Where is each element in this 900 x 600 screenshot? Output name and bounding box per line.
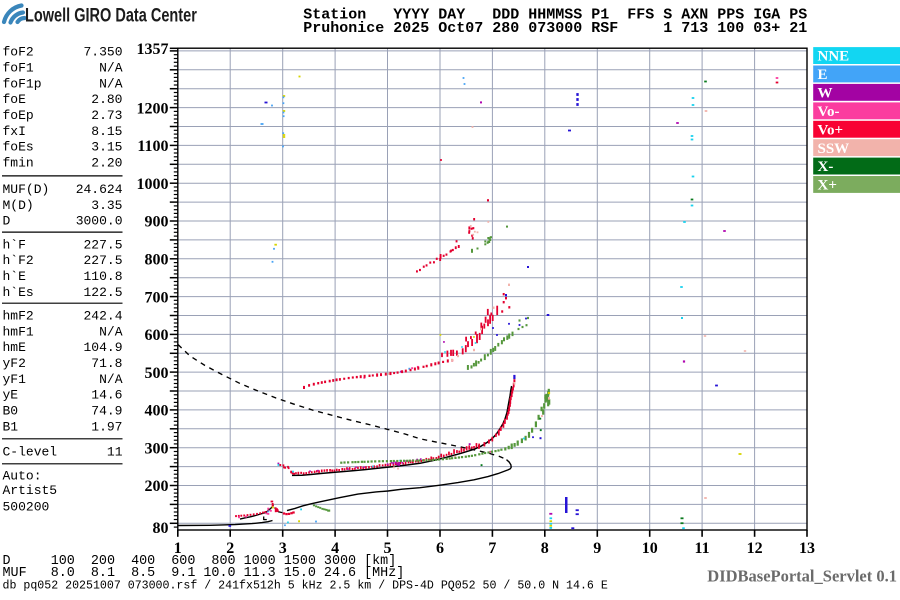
svg-text:3: 3 [279, 540, 287, 557]
svg-text:110.8: 110.8 [83, 269, 122, 284]
svg-text:800: 800 [145, 252, 169, 269]
svg-text:10: 10 [642, 540, 658, 557]
svg-text:yE: yE [3, 388, 19, 403]
svg-text:h`F: h`F [3, 237, 26, 252]
svg-text:3000.0: 3000.0 [76, 214, 123, 229]
svg-text:700: 700 [145, 289, 169, 306]
svg-text:71.8: 71.8 [91, 356, 122, 371]
svg-text:B1: B1 [3, 419, 19, 434]
svg-text:1: 1 [174, 540, 182, 557]
svg-text:h`Es: h`Es [3, 285, 34, 300]
svg-text:1200: 1200 [137, 100, 169, 117]
svg-text:600: 600 [145, 327, 169, 344]
svg-text:12: 12 [747, 540, 763, 557]
svg-text:N/A: N/A [99, 76, 123, 91]
svg-text:500: 500 [145, 365, 169, 382]
svg-text:5: 5 [384, 540, 392, 557]
svg-text:h`F2: h`F2 [3, 253, 34, 268]
svg-text:3.15: 3.15 [91, 140, 122, 155]
svg-text:DIDBasePortal_Servlet 0.1: DIDBasePortal_Servlet 0.1 [707, 567, 897, 586]
svg-text:900: 900 [145, 214, 169, 231]
svg-text:8: 8 [541, 540, 549, 557]
svg-text:N/A: N/A [99, 60, 123, 75]
svg-text:104.9: 104.9 [83, 340, 122, 355]
svg-text:SSW: SSW [818, 141, 850, 157]
svg-text:11: 11 [695, 540, 710, 557]
svg-text:yF1: yF1 [3, 372, 27, 387]
svg-text:Pruhonice 2025 Oct07 280 07300: Pruhonice 2025 Oct07 280 073000 RSF 1 71… [303, 20, 807, 37]
svg-text:C-level: C-level [3, 444, 58, 459]
svg-text:9: 9 [593, 540, 601, 557]
svg-text:db pq052 20251007 073000.rsf /: db pq052 20251007 073000.rsf / 241fx512h… [3, 580, 608, 593]
svg-text:MUF(D): MUF(D) [3, 182, 50, 197]
svg-text:Lowell GIRO Data Center: Lowell GIRO Data Center [25, 3, 197, 26]
svg-text:242.4: 242.4 [83, 309, 122, 324]
svg-text:1100: 1100 [137, 138, 168, 155]
svg-text:hmF2: hmF2 [3, 309, 34, 324]
svg-text:W: W [818, 86, 833, 102]
svg-text:fxI: fxI [3, 124, 26, 139]
svg-text:13: 13 [799, 540, 815, 557]
svg-text:X+: X+ [818, 178, 837, 194]
svg-text:Artist5: Artist5 [3, 483, 58, 498]
svg-text:1.97: 1.97 [91, 419, 122, 434]
svg-text:7: 7 [488, 540, 496, 557]
svg-text:foF2: foF2 [3, 45, 34, 60]
svg-text:M(D): M(D) [3, 198, 34, 213]
svg-text:6: 6 [436, 540, 444, 557]
svg-text:400: 400 [145, 403, 169, 420]
svg-text:Auto:: Auto: [3, 469, 42, 484]
svg-text:500200: 500200 [3, 500, 50, 515]
svg-text:D 100 200 400 600 800: D 100 200 400 600 800 1000 1500 3000 [km… [3, 554, 397, 569]
svg-text:foEp: foEp [3, 108, 34, 123]
svg-text:X-: X- [818, 159, 834, 175]
svg-text:foF1p: foF1p [3, 76, 42, 91]
svg-text:2.80: 2.80 [91, 92, 122, 107]
svg-text:Station YYYY DAY DDD HHMMS: Station YYYY DAY DDD HHMMSS P1 FFS S AXN… [303, 6, 807, 23]
svg-text:MUF 8.0 8.1 8.5 9.1 10.0: MUF 8.0 8.1 8.5 9.1 10.0 11.3 15.0 24.6 … [3, 566, 405, 581]
svg-text:Vo-: Vo- [818, 104, 840, 120]
svg-text:foEs: foEs [3, 140, 34, 155]
svg-text:1357: 1357 [137, 41, 169, 58]
svg-text:8.15: 8.15 [91, 124, 122, 139]
svg-text:2.20: 2.20 [91, 156, 122, 171]
svg-text:1000: 1000 [137, 176, 169, 193]
svg-text:hmF1: hmF1 [3, 324, 34, 339]
svg-text:122.5: 122.5 [83, 285, 122, 300]
svg-text:300: 300 [145, 440, 169, 457]
svg-text:24.624: 24.624 [76, 182, 123, 197]
svg-text:2: 2 [226, 540, 234, 557]
svg-text:3.35: 3.35 [91, 198, 122, 213]
svg-text:14.6: 14.6 [91, 388, 122, 403]
svg-text:2.73: 2.73 [91, 108, 122, 123]
svg-text:11: 11 [107, 444, 123, 459]
svg-text:Vo+: Vo+ [818, 122, 844, 138]
svg-text:227.5: 227.5 [83, 237, 122, 252]
svg-text:yF2: yF2 [3, 356, 26, 371]
svg-text:4: 4 [331, 540, 339, 557]
svg-text:200: 200 [145, 478, 169, 495]
svg-text:74.9: 74.9 [91, 404, 122, 419]
svg-text:7.350: 7.350 [83, 45, 122, 60]
svg-text:N/A: N/A [99, 324, 123, 339]
svg-text:foF1: foF1 [3, 60, 34, 75]
svg-text:80: 80 [153, 520, 169, 537]
svg-text:E: E [818, 67, 828, 83]
svg-text:h`E: h`E [3, 269, 27, 284]
svg-text:D: D [3, 214, 11, 229]
svg-text:NNE: NNE [818, 49, 850, 65]
svg-text:foE: foE [3, 92, 27, 107]
svg-text:N/A: N/A [99, 372, 123, 387]
svg-text:B0: B0 [3, 404, 19, 419]
svg-text:hmE: hmE [3, 340, 27, 355]
svg-text:fmin: fmin [3, 156, 34, 171]
svg-text:227.5: 227.5 [83, 253, 122, 268]
